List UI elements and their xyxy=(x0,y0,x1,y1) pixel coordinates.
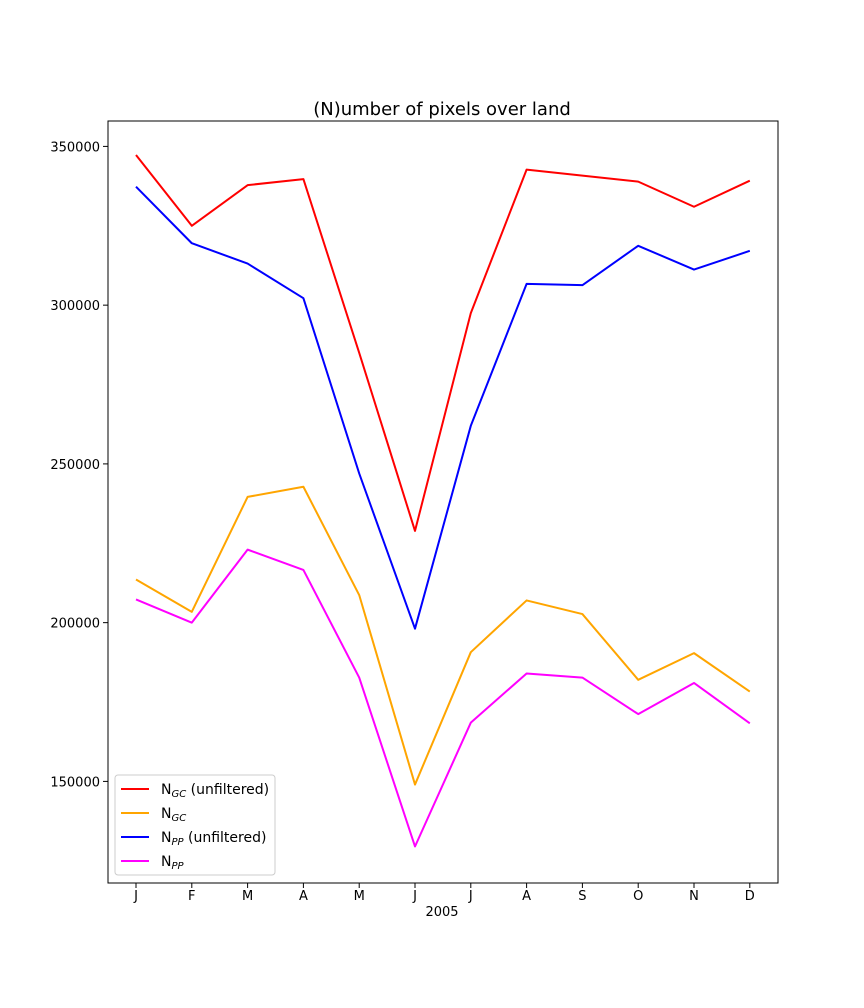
x-tick-label: M xyxy=(242,889,253,904)
x-tick-label: M xyxy=(354,889,365,904)
legend-label: NGC xyxy=(161,806,186,824)
plot-area xyxy=(135,154,751,848)
x-tick-label: A xyxy=(522,889,531,904)
x-tick-label: D xyxy=(745,889,755,904)
legend-item: NGC xyxy=(121,806,186,824)
series-1 xyxy=(135,485,751,786)
legend: NGC (unfiltered) NGC NPP (unfiltered) NPP xyxy=(114,774,276,876)
series-0 xyxy=(135,154,751,532)
x-tick-label: F xyxy=(188,889,195,904)
x-tick-label: J xyxy=(412,889,417,904)
x-axis-label: 2005 xyxy=(425,905,458,920)
y-tick-label: 200000 xyxy=(50,617,100,632)
legend-label: NGC (unfiltered) xyxy=(161,782,269,800)
y-tick-label: 150000 xyxy=(50,775,100,790)
legend-label: NPP (unfiltered) xyxy=(161,830,266,848)
x-tick-label: S xyxy=(578,889,586,904)
series-3 xyxy=(135,548,751,848)
y-tick-label: 350000 xyxy=(50,140,100,155)
legend-box xyxy=(114,774,276,876)
y-tick-label: 250000 xyxy=(50,458,100,473)
x-tick-label: O xyxy=(633,889,643,904)
y-axis: 150000 200000 250000 300000 350000 xyxy=(50,140,108,790)
chart-title: (N)umber of pixels over land xyxy=(313,99,571,120)
x-tick-label: J xyxy=(133,889,138,904)
plot-frame xyxy=(107,120,779,884)
series-2 xyxy=(135,186,751,630)
legend-label: NPP xyxy=(161,854,185,872)
series-line xyxy=(135,548,751,848)
series-line xyxy=(135,154,751,532)
series-line xyxy=(135,186,751,630)
x-tick-label: A xyxy=(299,889,308,904)
x-tick-label: N xyxy=(689,889,699,904)
legend-item: NGC (unfiltered) xyxy=(121,782,269,800)
series-line xyxy=(135,485,751,786)
legend-item: NPP (unfiltered) xyxy=(121,830,266,848)
legend-item: NPP xyxy=(121,854,185,872)
y-tick-label: 300000 xyxy=(50,299,100,314)
x-tick-label: J xyxy=(468,889,473,904)
